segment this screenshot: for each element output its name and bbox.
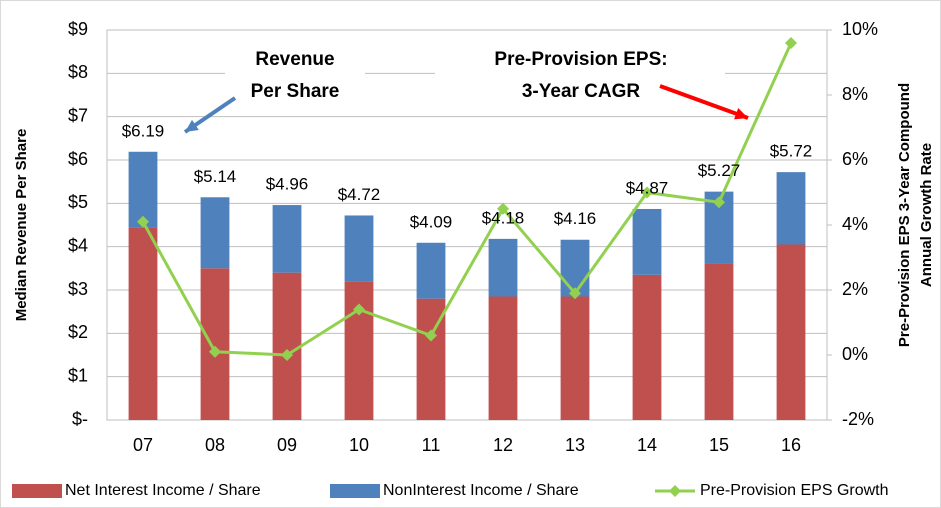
legend-label: NonInterest Income / Share: [383, 482, 579, 499]
bar-segment: [272, 205, 302, 273]
y2-tick-label: -2%: [842, 409, 874, 429]
y-tick-label: $4: [68, 235, 88, 255]
y-tick-label: $5: [68, 192, 88, 212]
y-tick-label: $2: [68, 322, 88, 342]
line-marker: [209, 345, 221, 358]
bar-segment: [632, 208, 662, 275]
y-tick-label: $8: [68, 62, 88, 82]
legend-marker: [669, 485, 681, 497]
y-tick-label: $3: [68, 279, 88, 299]
y2-tick-label: 10%: [842, 19, 878, 39]
x-tick-label: 16: [781, 435, 801, 455]
x-tick-label: 10: [349, 435, 369, 455]
line-marker: [137, 215, 149, 228]
annotation: Revenue: [255, 49, 334, 70]
x-tick-label: 14: [637, 435, 657, 455]
total-label: $5.27: [698, 161, 741, 180]
bar-segment: [560, 239, 590, 297]
line-marker: [425, 329, 437, 342]
legend-label: Net Interest Income / Share: [65, 482, 261, 499]
x-tick-label: 12: [493, 435, 513, 455]
bar-segment: [704, 263, 734, 420]
y2-axis-title: Pre-Provision EPS 3-Year Compound: [896, 83, 913, 347]
bar-segment: [776, 244, 806, 420]
annotation-box: [435, 44, 725, 110]
y-tick-label: $1: [68, 365, 88, 385]
legend-swatch: [330, 484, 380, 498]
bar-segment: [200, 268, 230, 420]
red-arrow-head: [734, 107, 748, 120]
total-label: $4.96: [266, 175, 309, 194]
line-marker: [641, 186, 653, 199]
red-arrow: [659, 84, 749, 120]
bar-segment: [272, 272, 302, 420]
line: [141, 42, 793, 357]
bar-segment: [560, 296, 590, 420]
total-label: $6.19: [122, 121, 165, 140]
legend-swatch: [12, 484, 62, 498]
bar-segment: [632, 274, 662, 420]
bar-segment: [128, 151, 158, 228]
annotation: Per Share: [251, 81, 340, 102]
x-tick-label: 08: [205, 435, 225, 455]
x-tick-label: 07: [133, 435, 153, 455]
bar-segment: [416, 242, 446, 299]
bar-segment: [488, 238, 518, 297]
y2-tick-label: 8%: [842, 84, 868, 104]
bar-segment: [200, 197, 230, 269]
x-tick-label: 13: [565, 435, 585, 455]
line-marker: [497, 202, 509, 215]
total-label: $5.72: [770, 142, 813, 161]
y2-axis-title: Annual Growth Rate: [918, 143, 935, 287]
y-tick-label: $7: [68, 105, 88, 125]
total-label: $4.16: [554, 209, 597, 228]
annotation-box: [225, 44, 365, 110]
x-tick-label: 09: [277, 435, 297, 455]
bar-segment: [776, 172, 806, 245]
y2-tick-label: 0%: [842, 344, 868, 364]
y-tick-label: $-: [72, 409, 88, 429]
total-label: $4.87: [626, 178, 669, 197]
line-marker: [713, 196, 725, 209]
total-label: $4.09: [410, 212, 453, 231]
y2-tick-label: 6%: [842, 149, 868, 169]
y-axis-title: Median Revenue Per Share: [13, 129, 30, 322]
line-marker: [281, 349, 293, 361]
y2-tick-label: 2%: [842, 279, 868, 299]
legend-label: Pre-Provision EPS Growth: [700, 482, 889, 499]
bar-segment: [488, 296, 518, 420]
total-label: $5.14: [194, 167, 237, 186]
x-tick-label: 11: [422, 435, 441, 455]
total-label: $4.72: [338, 185, 381, 204]
blue-arrow-head: [185, 119, 199, 132]
y2-tick-label: 4%: [842, 214, 868, 234]
bar-segment: [344, 281, 374, 420]
annotation: Pre-Provision EPS:: [494, 49, 667, 70]
bar-segment: [128, 227, 158, 420]
line-marker: [785, 37, 797, 49]
total-label: $4.18: [482, 208, 525, 227]
bar-segment: [344, 215, 374, 282]
line-marker: [569, 287, 581, 300]
x-tick-label: 15: [709, 435, 729, 455]
annotation: 3-Year CAGR: [522, 81, 641, 102]
y-tick-label: $6: [68, 149, 88, 169]
line-marker: [353, 303, 365, 316]
y-tick-label: $9: [68, 19, 88, 39]
